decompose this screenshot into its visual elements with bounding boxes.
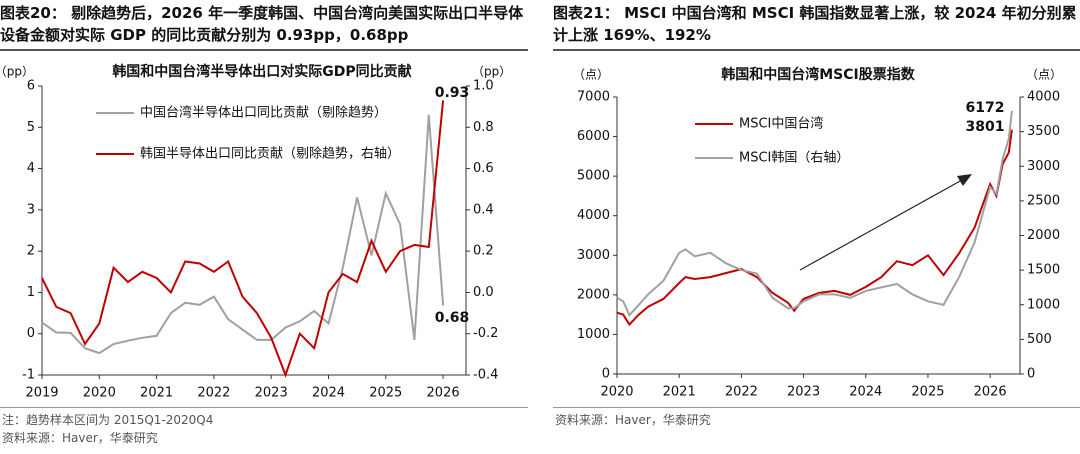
annotation: 3801 <box>966 119 1005 135</box>
note: 注：趋势样本区间为 2015Q1-2020Q4 <box>2 413 214 427</box>
y-tick-label: 6 <box>27 79 35 94</box>
x-tick-label: 2025 <box>911 385 944 400</box>
footer-rule <box>0 407 528 408</box>
y-tick-label: 2000 <box>577 287 610 302</box>
y-tick-label: 2 <box>27 244 35 259</box>
chart-title: 韩国和中国台湾MSCI股票指数 <box>721 66 915 83</box>
x-tick-label: 2020 <box>600 385 633 400</box>
x-tick-label: 2026 <box>974 385 1007 400</box>
y2-tick-label: 0.2 <box>473 244 494 259</box>
y-unit: （点） <box>573 68 609 82</box>
figure-title: 图表20： 剔除趋势后，2026 年一季度韩国、中国台湾向美国实际出口半导体设备… <box>0 4 524 44</box>
y-tick-label: 0 <box>602 367 610 382</box>
legend-label: MSCI中国台湾 <box>739 116 823 132</box>
y2-tick-label: 0.6 <box>473 161 494 176</box>
series-line <box>616 110 1013 317</box>
trend-arrow <box>799 179 963 271</box>
y2-tick-label: 2000 <box>1027 228 1060 243</box>
y2-tick-label: 3000 <box>1027 159 1060 174</box>
y2-tick-label: 0.4 <box>473 202 494 217</box>
chart-title: 韩国和中国台湾半导体出口对实际GDP同比贡献 <box>112 63 411 80</box>
source: 资料来源：Haver，华泰研究 <box>2 431 158 445</box>
series-line <box>616 129 1013 327</box>
y2-unit: （pp） <box>472 65 511 79</box>
y-tick-label: 4 <box>27 161 35 176</box>
y-tick-label: -1 <box>22 368 35 383</box>
y2-unit: （点） <box>1026 68 1062 82</box>
annotation: 0.68 <box>435 310 470 326</box>
source: 资料来源：Haver，华泰研究 <box>555 413 711 427</box>
y2-tick-label: 1500 <box>1027 263 1060 278</box>
x-tick-label: 2022 <box>725 385 758 400</box>
y-tick-label: 0 <box>27 326 35 341</box>
y-tick-label: 4000 <box>577 208 610 223</box>
y-unit: （pp） <box>0 65 34 79</box>
arrow-head <box>957 174 972 186</box>
legend-label: MSCI韩国（右轴） <box>739 151 849 166</box>
y2-tick-label: 1.0 <box>473 79 494 94</box>
y-tick-label: 7000 <box>577 90 610 105</box>
x-tick-label: 2020 <box>83 386 116 401</box>
y-tick-label: 1 <box>27 285 35 300</box>
x-tick-label: 2024 <box>312 386 345 401</box>
x-tick-label: 2022 <box>197 386 230 401</box>
footer-rule <box>553 407 1080 408</box>
y-tick-label: 3000 <box>577 248 610 263</box>
y-tick-label: 3 <box>27 202 35 217</box>
annotation: 0.93 <box>435 85 470 101</box>
y2-tick-label: 0.0 <box>473 285 494 300</box>
y2-tick-label: -0.2 <box>473 326 498 341</box>
y2-tick-label: -0.4 <box>473 368 498 383</box>
legend-label: 韩国半导体出口同比贡献（剔除趋势，右轴） <box>140 146 400 162</box>
x-tick-label: 2023 <box>787 385 820 400</box>
y2-tick-label: 500 <box>1027 332 1052 347</box>
x-tick-label: 2024 <box>849 385 882 400</box>
x-tick-label: 2021 <box>140 386 173 401</box>
x-tick-label: 2019 <box>25 386 58 401</box>
y2-tick-label: 4000 <box>1027 90 1060 105</box>
y-tick-label: 1000 <box>577 327 610 342</box>
y2-tick-label: 0.8 <box>473 120 494 135</box>
x-tick-label: 2021 <box>663 385 696 400</box>
legend-label: 中国台湾半导体出口同比贡献（剔除趋势） <box>140 105 387 121</box>
x-tick-label: 2026 <box>427 386 460 401</box>
y2-tick-label: 0 <box>1027 367 1035 382</box>
figure-title: 图表21： MSCI 中国台湾和 MSCI 韩国指数显著上涨，较 2024 年初… <box>553 4 1077 44</box>
header-rule <box>0 49 528 51</box>
y-tick-label: 5 <box>27 120 35 135</box>
y2-tick-label: 2500 <box>1027 193 1060 208</box>
annotation: 6172 <box>966 100 1005 116</box>
y-tick-label: 5000 <box>577 169 610 184</box>
x-tick-label: 2023 <box>255 386 288 401</box>
y-tick-label: 6000 <box>577 129 610 144</box>
y2-tick-label: 1000 <box>1027 297 1060 312</box>
x-tick-label: 2025 <box>369 386 402 401</box>
series-line <box>41 114 445 355</box>
y2-tick-label: 3500 <box>1027 124 1060 139</box>
series-line <box>41 100 445 378</box>
header-rule <box>553 49 1080 51</box>
